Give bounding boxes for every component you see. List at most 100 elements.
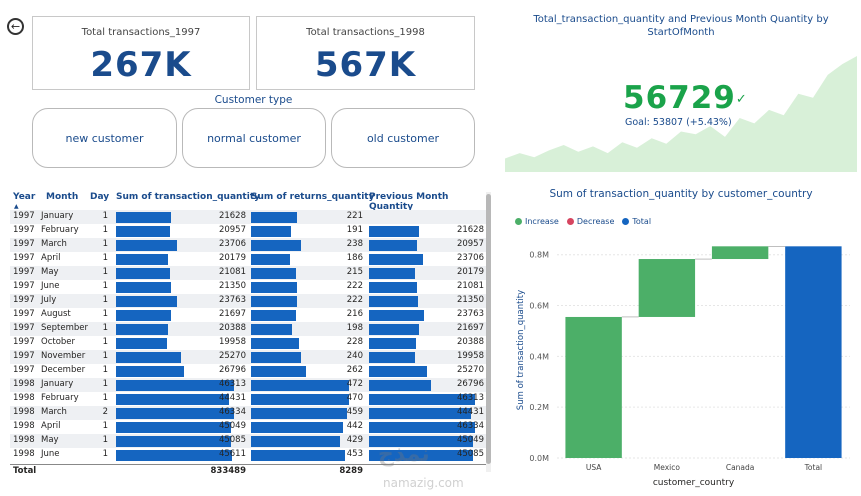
bar-previous-month: [369, 226, 419, 237]
table-row[interactable]: 1997 November 1 25270 240 19958: [10, 350, 486, 364]
bar-returns-quantity: [251, 212, 297, 223]
cell-year: 1997: [13, 295, 35, 305]
cell-day: 1: [102, 281, 108, 291]
waterfall-svg: 0.0M 0.2M 0.4M 0.6M 0.8M Sum of transaction_q…: [516, 246, 850, 488]
bar-transaction-quantity: [116, 394, 229, 405]
table-row[interactable]: 1997 September 1 20388 198 21697: [10, 322, 486, 336]
y-tick-label: 0.0M: [529, 454, 549, 463]
table-row[interactable]: 1998 March 2 46334 459 44431: [10, 406, 486, 420]
legend-item-total[interactable]: Total: [622, 217, 651, 226]
watermark-logo: نمذج: [378, 442, 430, 467]
bar-returns-quantity: [251, 408, 347, 419]
cell-day: 1: [102, 435, 108, 445]
table-row[interactable]: 1997 July 1 23763 222 21350: [10, 294, 486, 308]
header-previous-month[interactable]: Previous Month Quantity: [369, 192, 449, 212]
cell-month: May: [41, 267, 59, 277]
cell-previous-month: 21697: [456, 323, 484, 333]
bar-transaction-quantity: [116, 352, 181, 363]
table-row[interactable]: 1997 February 1 20957 191 21628: [10, 224, 486, 238]
header-transaction-quantity[interactable]: Sum of transaction_quantity: [116, 192, 260, 202]
cell-transaction-quantity: 20179: [218, 253, 246, 263]
cell-day: 1: [102, 211, 108, 221]
cell-transaction-quantity: 45085: [218, 435, 246, 445]
cell-month: December: [41, 365, 86, 375]
y-tick-label: 0.4M: [529, 352, 549, 361]
table-row[interactable]: 1998 May 1 45085 429 45049: [10, 434, 486, 448]
legend-dot-icon: [622, 218, 630, 225]
cell-transaction-quantity: 19958: [218, 337, 246, 347]
table-body: 1997 January 1 21628 221 1997 February 1 20957 19…: [10, 210, 486, 468]
cell-returns-quantity: 262: [346, 365, 363, 375]
table-row[interactable]: 1997 December 1 26796 262 25270: [10, 364, 486, 378]
table-scrollbar[interactable]: [486, 192, 491, 472]
header-year[interactable]: Year: [13, 192, 36, 202]
cell-year: 1997: [13, 253, 35, 263]
kpi-label-1997: Total transactions_1997: [81, 27, 201, 38]
cell-month: February: [41, 225, 79, 235]
bar-previous-month: [369, 380, 431, 391]
table-row[interactable]: 1997 January 1 21628 221: [10, 210, 486, 224]
legend-item-decrease[interactable]: Decrease: [566, 217, 614, 226]
back-button[interactable]: ←: [7, 18, 24, 35]
table-header: Year ▲ Month Day Sum of transaction_quan…: [10, 192, 486, 212]
table-row[interactable]: 1997 August 1 21697 216 23763: [10, 308, 486, 322]
waterfall-bar-total[interactable]: [785, 246, 842, 458]
watermark-url: namazig.com: [383, 476, 464, 490]
cell-month: July: [41, 295, 57, 305]
cell-year: 1997: [13, 211, 35, 221]
table-row[interactable]: 1997 April 1 20179 186 23706: [10, 252, 486, 266]
waterfall-bar-canada[interactable]: [711, 246, 769, 260]
check-icon: ✓: [735, 92, 748, 107]
header-month[interactable]: Month: [46, 192, 79, 202]
bar-returns-quantity: [251, 296, 297, 307]
cell-day: 1: [102, 379, 108, 389]
cell-transaction-quantity: 21628: [218, 211, 246, 221]
slicer-new-customer[interactable]: new customer: [32, 108, 177, 168]
table-row[interactable]: 1997 October 1 19958 228 20388: [10, 336, 486, 350]
slicer-normal-customer[interactable]: normal customer: [182, 108, 326, 168]
bar-returns-quantity: [251, 380, 349, 391]
cell-day: 1: [102, 421, 108, 431]
bar-previous-month: [369, 436, 473, 447]
slicer-old-customer[interactable]: old customer: [331, 108, 475, 168]
bar-previous-month: [369, 282, 417, 293]
bar-returns-quantity: [251, 268, 296, 279]
cell-day: 1: [102, 225, 108, 235]
table-row[interactable]: 1997 March 1 23706 238 20957: [10, 238, 486, 252]
bar-transaction-quantity: [116, 422, 231, 433]
header-returns-quantity[interactable]: Sum of returns_quantity: [251, 192, 375, 202]
table-row[interactable]: 1997 June 1 21350 222 21081: [10, 280, 486, 294]
waterfall-bar-usa[interactable]: [565, 316, 622, 458]
table-row[interactable]: 1998 June 1 45611 453 45085: [10, 448, 486, 462]
cell-month: August: [41, 309, 71, 319]
legend-item-increase[interactable]: Increase: [515, 217, 559, 226]
kpi-trend-goal: Goal: 53807 (+5.43%): [625, 117, 732, 128]
bar-returns-quantity: [251, 310, 296, 321]
bar-previous-month: [369, 268, 415, 279]
cell-day: 1: [102, 267, 108, 277]
table-row[interactable]: 1998 April 1 45049 442 46334: [10, 420, 486, 434]
x-tick-label: Canada: [726, 463, 755, 472]
cell-returns-quantity: 429: [346, 435, 363, 445]
cell-month: January: [41, 379, 74, 389]
table-row[interactable]: 1998 January 1 46313 472 26796: [10, 378, 486, 392]
table-row[interactable]: 1998 February 1 44431 470 46313: [10, 392, 486, 406]
table-row[interactable]: 1997 May 1 21081 215 20179: [10, 266, 486, 280]
cell-month: February: [41, 393, 79, 403]
scrollbar-thumb[interactable]: [486, 194, 491, 464]
waterfall-bar-mexico[interactable]: [638, 259, 696, 317]
header-day[interactable]: Day: [90, 192, 110, 202]
cell-previous-month: 26796: [456, 379, 484, 389]
cell-previous-month: 44431: [456, 407, 484, 417]
bar-previous-month: [369, 450, 473, 461]
bar-previous-month: [369, 366, 427, 377]
bar-transaction-quantity: [116, 450, 232, 461]
cell-previous-month: 45049: [456, 435, 484, 445]
y-axis-label: Sum of transaction_quantity: [516, 290, 526, 410]
bar-transaction-quantity: [116, 268, 170, 279]
slicer-title: Customer type: [214, 94, 293, 106]
cell-transaction-quantity: 44431: [218, 393, 246, 403]
bar-returns-quantity: [251, 394, 349, 405]
bar-previous-month: [369, 408, 471, 419]
bar-returns-quantity: [251, 436, 340, 447]
